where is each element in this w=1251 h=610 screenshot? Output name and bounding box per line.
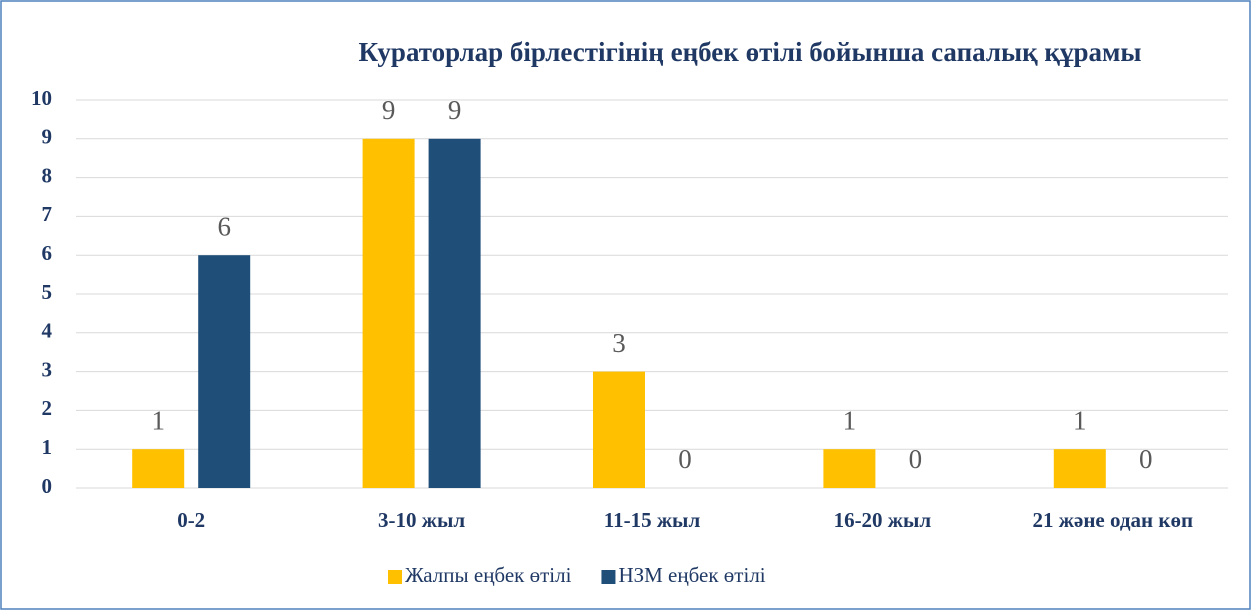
x-tick-label: 11-15 жыл [604,508,701,532]
legend-label: НЗМ еңбек өтілі [618,563,765,587]
bar [1053,449,1106,488]
y-tick-label: 10 [31,86,52,110]
y-tick-label: 4 [42,319,53,343]
bar [362,138,415,489]
data-label: 1 [843,405,857,435]
data-label: 0 [909,444,923,474]
y-tick-label: 0 [42,474,53,498]
bar [428,138,481,489]
y-tick-label: 9 [42,125,53,149]
data-label: 6 [217,211,231,241]
y-tick-label: 5 [42,280,53,304]
legend-swatch [388,570,402,584]
y-tick-label: 3 [42,357,53,381]
y-tick-label: 8 [42,163,53,187]
x-tick-label: 3-10 жыл [378,508,465,532]
x-tick-label: 21 және одан көп [1033,508,1194,532]
y-tick-label: 1 [42,435,53,459]
bar [132,449,185,488]
legend-swatch [601,570,616,584]
legend-label: Жалпы еңбек өтілі [405,563,572,587]
bar [593,371,645,488]
y-tick-label: 2 [42,396,53,420]
x-tick-label: 16-20 жыл [834,508,932,532]
bar [198,255,251,488]
y-tick-label: 7 [42,202,53,226]
data-label: 1 [151,405,165,435]
data-label: 9 [448,95,462,125]
y-tick-label: 6 [42,241,53,265]
bar [823,449,876,488]
data-label: 1 [1073,405,1087,435]
x-tick-label: 0-2 [177,508,205,532]
data-label: 0 [1139,444,1153,474]
data-label: 0 [678,444,692,474]
data-label: 3 [612,328,626,358]
chart-title: Кураторлар бірлестігінің еңбек өтілі бой… [359,37,1142,67]
data-label: 9 [382,95,396,125]
